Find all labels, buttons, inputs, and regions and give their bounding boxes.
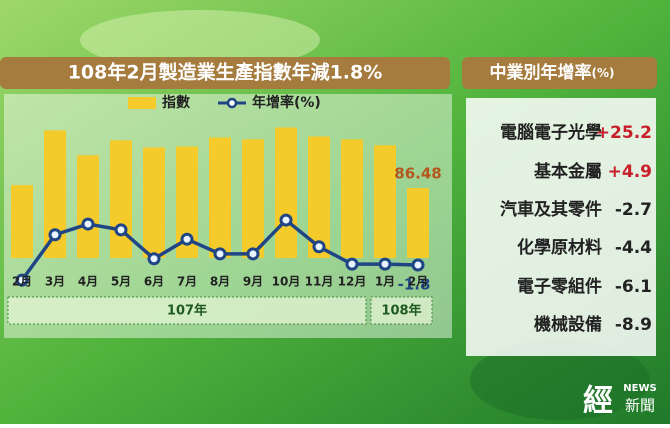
value-label: 86.48 bbox=[394, 165, 441, 183]
x-tick-label: 9月 bbox=[243, 275, 263, 289]
row-name: 基本金屬 bbox=[533, 161, 602, 182]
logo-tag: NEWS bbox=[623, 383, 656, 394]
bar bbox=[11, 185, 33, 258]
row-value: +25.2 bbox=[596, 123, 652, 143]
x-tick-label: 5月 bbox=[111, 275, 131, 289]
row-name: 化學原材料 bbox=[517, 237, 602, 258]
row-value: -2.7 bbox=[615, 200, 652, 220]
bar bbox=[110, 140, 132, 258]
x-tick-label: 8月 bbox=[210, 275, 230, 289]
bar bbox=[374, 145, 396, 258]
chart-title: 108年2月製造業生產指數年減1.8% bbox=[68, 61, 383, 84]
x-tick-label: 12月 bbox=[338, 275, 367, 289]
row-name: 電子零組件 bbox=[517, 276, 602, 297]
logo-name: 新聞 bbox=[625, 397, 655, 415]
leaf bbox=[80, 10, 320, 70]
bar bbox=[143, 147, 165, 258]
bar bbox=[77, 155, 99, 258]
bar bbox=[341, 139, 363, 258]
x-tick-label: 4月 bbox=[78, 275, 98, 289]
title-banner bbox=[0, 57, 450, 89]
row-name: 機械設備 bbox=[534, 314, 602, 335]
line-marker bbox=[345, 257, 359, 271]
row-name: 電腦電子光學 bbox=[500, 122, 602, 143]
row-value: +4.9 bbox=[608, 162, 652, 182]
x-tick-label: 3月 bbox=[45, 275, 65, 289]
bar bbox=[308, 136, 330, 258]
line-marker bbox=[378, 257, 392, 271]
table-unit: (%) bbox=[592, 66, 615, 80]
line-marker bbox=[81, 217, 95, 231]
bar bbox=[209, 137, 231, 258]
legend-label: 年增率(%) bbox=[252, 94, 321, 111]
bar bbox=[407, 188, 429, 258]
bar bbox=[44, 130, 66, 258]
line-marker bbox=[147, 252, 161, 266]
group-box bbox=[370, 296, 433, 325]
line-marker bbox=[246, 247, 260, 261]
line-marker bbox=[48, 228, 62, 242]
row-value: -4.4 bbox=[615, 238, 652, 258]
legend-marker bbox=[226, 97, 238, 109]
line-marker bbox=[279, 213, 293, 227]
value-label: -1.8 bbox=[398, 276, 431, 294]
line-marker bbox=[213, 247, 227, 261]
bar bbox=[242, 139, 264, 258]
logo-mark: 經 bbox=[583, 384, 613, 419]
group-label: 108年 bbox=[381, 303, 421, 319]
row-name: 汽車及其零件 bbox=[500, 199, 602, 220]
line-marker bbox=[180, 232, 194, 246]
x-tick-label: 2月 bbox=[408, 275, 428, 289]
x-tick-label: 11月 bbox=[305, 275, 334, 289]
row-value: -6.1 bbox=[615, 277, 652, 297]
bar bbox=[275, 127, 297, 258]
table-banner bbox=[462, 57, 657, 89]
x-tick-label: 6月 bbox=[144, 275, 164, 289]
leaf bbox=[470, 340, 650, 420]
line-marker bbox=[114, 223, 128, 237]
x-tick-label: 1月 bbox=[375, 275, 395, 289]
bar bbox=[176, 146, 198, 258]
legend-swatch bbox=[128, 97, 156, 109]
legend-label: 指數 bbox=[162, 94, 190, 111]
x-tick-label: 7月 bbox=[177, 275, 197, 289]
table-panel bbox=[466, 98, 656, 356]
table-title-text: 中業別年增率 bbox=[490, 62, 592, 83]
row-value: -8.9 bbox=[615, 315, 652, 335]
group-box bbox=[7, 296, 367, 325]
line-marker bbox=[15, 273, 29, 287]
table-title: 中業別年增率(%) bbox=[490, 62, 615, 83]
group-label: 107年 bbox=[167, 303, 207, 319]
x-tick-label: 10月 bbox=[272, 275, 301, 289]
x-tick-label: 2月 bbox=[12, 275, 32, 289]
line-marker bbox=[312, 240, 326, 254]
line-marker bbox=[411, 258, 425, 272]
